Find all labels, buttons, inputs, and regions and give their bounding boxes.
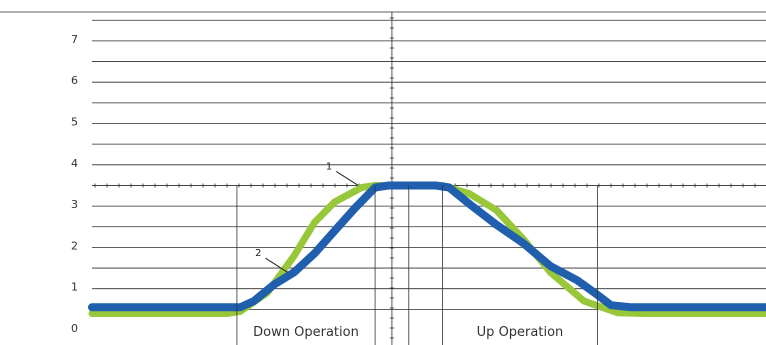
gridlines <box>0 11 766 310</box>
y-tick-label: 1 <box>71 281 78 294</box>
region-label: Down Operation <box>253 325 359 340</box>
y-tick-labels: 0 1 2 3 4 5 6 7 <box>71 33 78 335</box>
annotation-label: 2 <box>255 248 261 259</box>
region-labels: Down Operation Up Operation <box>236 185 598 345</box>
y-tick-label: 3 <box>71 198 78 211</box>
y-tick-label: 7 <box>71 33 78 46</box>
series-line-1 <box>88 182 766 317</box>
region-label: Up Operation <box>477 325 564 340</box>
annotation-label: 1 <box>326 161 332 172</box>
annotation-leader <box>335 171 359 186</box>
y-tick-label: 0 <box>71 322 78 335</box>
series-line-2 <box>88 181 766 312</box>
annotation-leader <box>265 257 288 273</box>
y-tick-label: 2 <box>71 239 78 252</box>
y-tick-label: 5 <box>71 116 78 129</box>
y-tick-label: 6 <box>71 74 78 87</box>
y-tick-label: 4 <box>71 157 78 170</box>
series-lines <box>88 181 766 317</box>
annotations: 12 <box>255 161 359 273</box>
